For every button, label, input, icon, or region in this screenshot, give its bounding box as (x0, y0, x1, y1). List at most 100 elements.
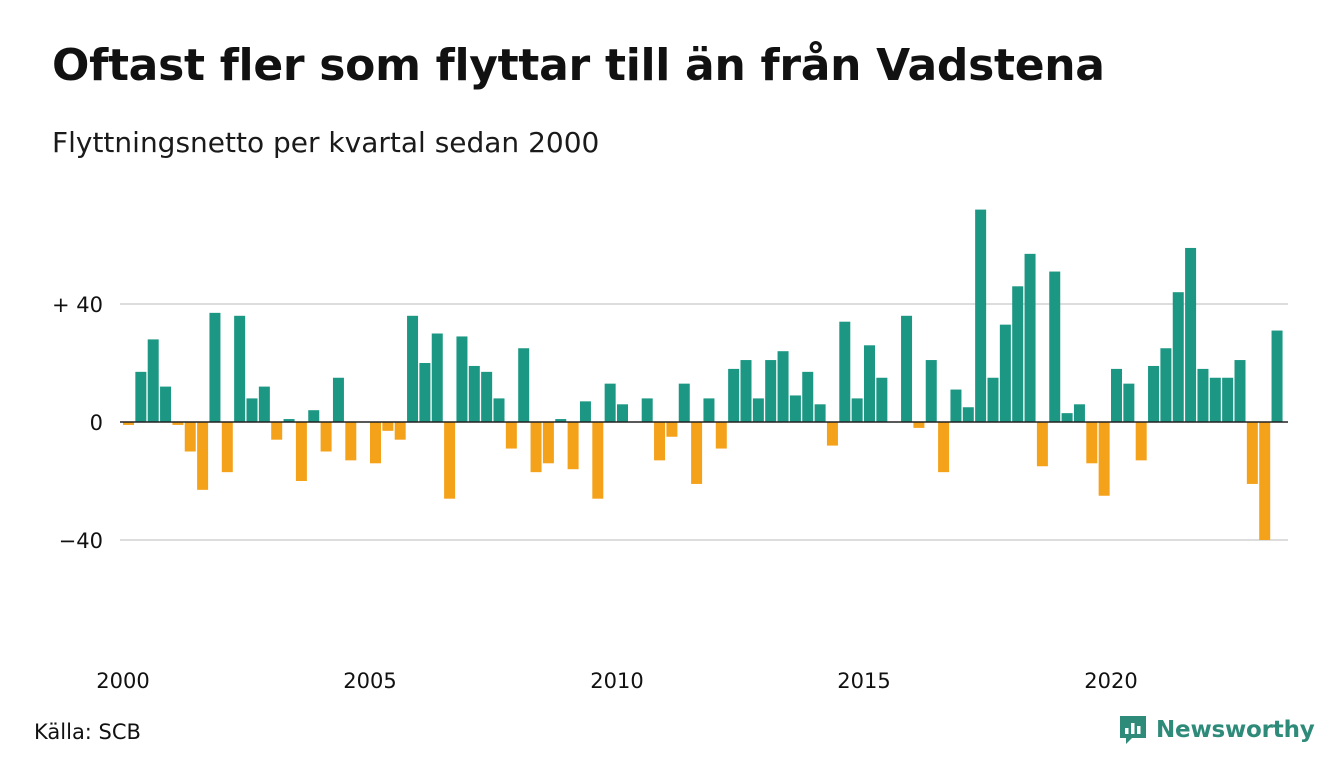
bar-2000-k4 (160, 386, 172, 422)
bar-2008-k2 (530, 422, 542, 473)
bar-2022-k4 (1246, 422, 1258, 484)
bar-2016-k3 (938, 422, 950, 473)
bar-2002-k3 (246, 398, 258, 422)
bar-2000-k1 (123, 422, 134, 425)
bar-2000-k3 (147, 339, 159, 422)
bar-2007-k3 (493, 398, 505, 422)
y-axis-labels: + 40 0 −40 (52, 293, 103, 553)
bar-2007-k4 (505, 422, 517, 449)
bar-2012-k1 (715, 422, 727, 449)
bar-2010-k1 (617, 404, 628, 422)
bar-2002-k4 (258, 386, 270, 422)
bar-2001-k2 (184, 422, 196, 452)
bar-2013-k3 (789, 395, 801, 422)
x-tick-label: 2010 (590, 669, 643, 693)
bar-2012-k3 (740, 360, 752, 422)
source-note: Källa: SCB (34, 720, 141, 744)
bar-2006-k4 (456, 336, 468, 422)
bar-2014-k1 (814, 404, 826, 422)
bars (123, 209, 1283, 540)
bar-2009-k1 (567, 422, 579, 470)
chart-subtitle: Flyttningsnetto per kvartal sedan 2000 (52, 126, 600, 159)
bar-2015-k1 (864, 345, 875, 422)
bar-2023-k1 (1259, 422, 1271, 540)
bar-2009-k2 (579, 401, 591, 422)
bar-2014-k4 (851, 398, 863, 422)
bar-2000-k2 (135, 371, 147, 422)
bar-2019-k2 (1073, 404, 1085, 422)
bar-2019-k4 (1098, 422, 1110, 496)
bar-2010-k4 (654, 422, 666, 461)
bar-2023-k2 (1271, 330, 1283, 422)
bar-2005-k1 (370, 422, 381, 464)
bar-2017-k4 (999, 324, 1011, 422)
bar-2004-k2 (332, 377, 344, 422)
bar-2001-k3 (197, 422, 209, 490)
x-tick-label: 2000 (96, 669, 149, 693)
logo-wordmark: Newsworthy (1156, 717, 1315, 743)
bar-2021-k1 (1160, 348, 1172, 422)
bar-2009-k4 (604, 383, 616, 422)
bar-2019-k1 (1061, 413, 1073, 422)
bar-2005-k4 (407, 315, 419, 422)
bar-chart: + 40 0 −40 2000 2005 2010 2015 2020 (52, 209, 1288, 693)
bar-2018-k4 (1049, 271, 1061, 422)
bar-2007-k1 (468, 365, 480, 422)
bar-2013-k2 (777, 351, 789, 422)
gridlines (120, 303, 1288, 541)
bar-2011-k4 (703, 398, 715, 422)
bar-2022-k3 (1234, 360, 1246, 422)
newsworthy-chat-bars-icon (1120, 716, 1146, 744)
bar-2003-k3 (295, 422, 307, 481)
bar-2006-k3 (444, 422, 456, 499)
bar-2009-k3 (592, 422, 604, 499)
bar-2017-k2 (975, 209, 987, 422)
bar-2015-k4 (901, 315, 913, 422)
chart-title: Oftast fler som flyttar till än från Vad… (52, 40, 1105, 91)
bar-2018-k1 (1012, 286, 1024, 422)
x-tick-label: 2020 (1084, 669, 1137, 693)
bar-2020-k3 (1135, 422, 1147, 461)
bar-2001-k4 (209, 312, 221, 422)
bar-2016-k2 (925, 360, 937, 422)
bar-2021-k3 (1185, 247, 1197, 422)
bar-2004-k1 (320, 422, 332, 452)
bar-2013-k1 (765, 360, 777, 422)
bar-2008-k1 (518, 348, 530, 422)
bar-2022-k1 (1209, 377, 1221, 422)
y-tick-label: −40 (59, 529, 103, 553)
y-tick-label: 0 (90, 411, 103, 435)
newsworthy-logo: Newsworthy (1118, 714, 1315, 746)
bar-2017-k1 (962, 407, 974, 422)
bar-2018-k2 (1024, 253, 1036, 422)
bar-2014-k3 (839, 321, 851, 422)
bar-2002-k2 (234, 315, 246, 422)
bar-2021-k4 (1197, 368, 1209, 422)
bar-2010-k3 (641, 398, 653, 422)
bar-2003-k1 (271, 422, 283, 440)
bar-2007-k2 (481, 371, 493, 422)
bar-2016-k4 (950, 389, 962, 422)
bar-2020-k1 (1111, 368, 1122, 422)
bar-2011-k1 (666, 422, 678, 437)
bar-2017-k3 (987, 377, 999, 422)
bar-2022-k2 (1222, 377, 1234, 422)
bar-2012-k4 (752, 398, 764, 422)
bar-2021-k2 (1172, 292, 1184, 422)
x-tick-label: 2005 (343, 669, 396, 693)
bar-2016-k1 (913, 422, 925, 428)
bar-2004-k3 (345, 422, 357, 461)
y-tick-label: + 40 (52, 293, 103, 317)
bar-2001-k1 (172, 422, 184, 425)
bar-2012-k2 (728, 368, 740, 422)
bar-2008-k3 (542, 422, 554, 464)
bar-2006-k2 (431, 333, 443, 422)
bar-2019-k3 (1086, 422, 1098, 464)
bar-2006-k1 (419, 363, 431, 422)
bar-2011-k2 (678, 383, 690, 422)
bar-2014-k2 (826, 422, 838, 446)
bar-2002-k1 (221, 422, 233, 473)
bar-2005-k3 (394, 422, 406, 440)
x-axis-labels: 2000 2005 2010 2015 2020 (96, 669, 1137, 693)
bar-2020-k4 (1148, 365, 1160, 422)
